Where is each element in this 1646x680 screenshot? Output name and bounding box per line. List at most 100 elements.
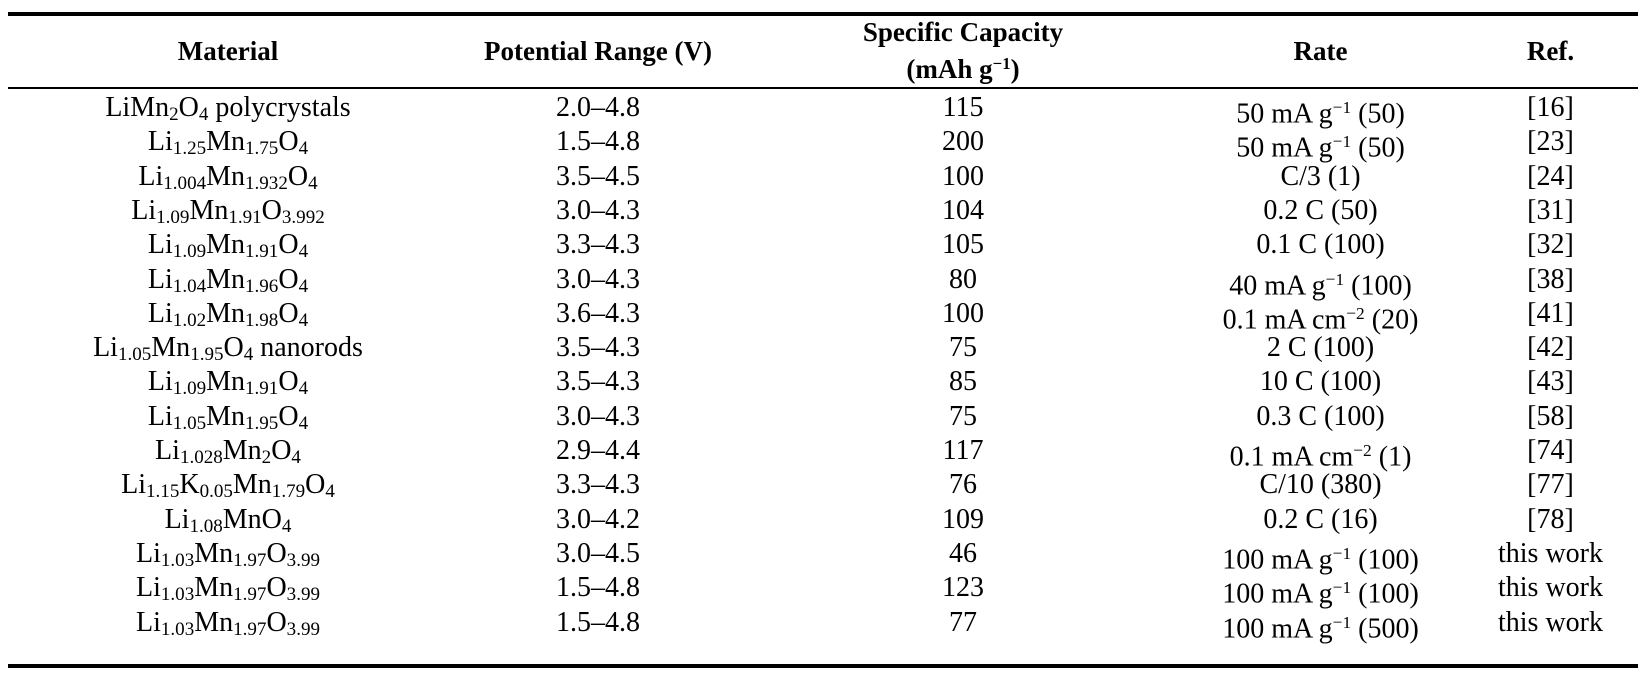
potential-range-cell: 2.9–4.4 <box>556 435 640 466</box>
material-cell: Li1.02Mn1.98O4 <box>147 297 309 331</box>
ref-cell: [58] <box>1527 400 1574 432</box>
potential-range-cell: 1.5–4.8 <box>556 572 640 604</box>
table-row: Li1.15K0.05Mn1.79O4 3.3–4.3 76 C/10 (380) [7… <box>8 467 1638 503</box>
specific-capacity-cell: 46 <box>949 537 977 569</box>
table-row: Li1.25Mn1.75O4 1.5–4.8 200 50 mA g−1 (50) [2… <box>8 124 1638 164</box>
material-cell: Li1.004Mn1.932O4 <box>138 160 318 194</box>
table-row: Li1.09Mn1.91O3.992 3.0–4.3 104 0.2 C (50) [3… <box>8 193 1638 229</box>
rate-cell: 0.2 C (50) <box>1263 194 1378 226</box>
table-row: Li1.03Mn1.97O3.99 1.5–4.8 77 100 mA g−1 (50… <box>8 605 1638 645</box>
potential-range-cell: 3.5–4.3 <box>556 366 640 398</box>
material-cell: Li1.028Mn2O4 <box>155 435 301 469</box>
potential-range-cell: 2.0–4.8 <box>556 92 640 123</box>
material-cell: Li1.03Mn1.97O3.99 <box>136 572 320 606</box>
rate-cell: 0.1 mA cm−2 (1) <box>1229 441 1412 473</box>
specific-capacity-cell: 115 <box>942 92 984 123</box>
ref-cell: [24] <box>1527 160 1574 192</box>
specific-capacity-cell: 85 <box>949 366 977 398</box>
table-row: Li1.03Mn1.97O3.99 1.5–4.8 123 100 mA g−1 (1… <box>8 570 1638 610</box>
material-cell: Li1.03Mn1.97O3.99 <box>136 606 320 640</box>
rate-cell: 100 mA g−1 (100) <box>1222 543 1419 576</box>
rate-cell: 0.3 C (100) <box>1256 400 1385 432</box>
header-material: Material <box>177 36 279 66</box>
table-header-rule <box>8 87 1638 89</box>
ref-cell: [23] <box>1527 126 1574 158</box>
rate-cell: 2 C (100) <box>1266 332 1375 364</box>
table-header-row: Material Potential Range (V) Specific Ca… <box>8 16 1638 87</box>
material-cell: LiMn2O4 polycrystals <box>105 92 351 126</box>
potential-range-cell: 1.5–4.8 <box>556 126 640 158</box>
specific-capacity-cell: 105 <box>942 229 984 261</box>
ref-cell: this work <box>1498 537 1603 569</box>
specific-capacity-cell: 76 <box>949 469 977 501</box>
potential-range-cell: 3.0–4.3 <box>556 400 640 432</box>
specific-capacity-cell: 123 <box>942 572 984 604</box>
ref-cell: [16] <box>1527 92 1574 123</box>
table-top-rule <box>8 12 1638 16</box>
specific-capacity-cell: 104 <box>942 194 984 226</box>
table-row: LiMn2O4 polycrystals 2.0–4.8 115 50 mA g−1 … <box>8 90 1638 130</box>
ref-cell: [74] <box>1527 435 1574 466</box>
ref-cell: [32] <box>1527 229 1574 261</box>
material-cell: Li1.05Mn1.95O4 nanorods <box>93 332 363 366</box>
specific-capacity-cell: 109 <box>942 503 984 535</box>
ref-cell: this work <box>1498 606 1603 638</box>
potential-range-cell: 3.3–4.3 <box>556 469 640 501</box>
potential-range-cell: 3.5–4.5 <box>556 160 640 192</box>
potential-range-cell: 3.6–4.3 <box>556 297 640 329</box>
header-capacity-line2: (mAh g−1) <box>906 54 1020 85</box>
rate-cell: 0.1 C (100) <box>1256 229 1385 261</box>
specific-capacity-cell: 100 <box>942 160 984 192</box>
table-row: Li1.09Mn1.91O4 3.5–4.3 85 10 C (100) [43] <box>8 364 1638 400</box>
rate-cell: 50 mA g−1 (50) <box>1236 98 1405 130</box>
header-potential-range: Potential Range (V) <box>484 36 712 66</box>
table-row: Li1.03Mn1.97O3.99 3.0–4.5 46 100 mA g−1 (10… <box>8 536 1638 576</box>
table-row: Li1.004Mn1.932O4 3.5–4.5 100 C/3 (1) [24] <box>8 159 1638 195</box>
rate-cell: C/3 (1) <box>1280 160 1361 192</box>
potential-range-cell: 3.5–4.3 <box>556 332 640 364</box>
specific-capacity-cell: 80 <box>949 263 977 295</box>
ref-cell: [38] <box>1527 263 1574 295</box>
potential-range-cell: 3.0–4.3 <box>556 263 640 295</box>
table-row: Li1.02Mn1.98O4 3.6–4.3 100 0.1 mA cm−2 (20)… <box>8 296 1638 336</box>
rate-cell: 0.1 mA cm−2 (20) <box>1222 303 1419 336</box>
material-cell: Li1.25Mn1.75O4 <box>147 126 309 160</box>
rate-cell: 100 mA g−1 (500) <box>1222 612 1419 645</box>
ref-cell: [42] <box>1527 332 1574 364</box>
rate-cell: 40 mA g−1 (100) <box>1229 269 1412 302</box>
header-rate: Rate <box>1293 36 1348 66</box>
header-capacity-line1: Specific Capacity <box>862 17 1064 48</box>
table-row: Li1.05Mn1.95O4 3.0–4.3 75 0.3 C (100) [58] <box>8 399 1638 435</box>
material-cell: Li1.05Mn1.95O4 <box>147 400 309 434</box>
table-row: Li1.08MnO4 3.0–4.2 109 0.2 C (16) [78] <box>8 502 1638 538</box>
table-row: Li1.028Mn2O4 2.9–4.4 117 0.1 mA cm−2 (1) [74… <box>8 433 1638 473</box>
specific-capacity-cell: 75 <box>949 400 977 432</box>
material-cell: Li1.03Mn1.97O3.99 <box>136 537 320 572</box>
rate-cell: 100 mA g−1 (100) <box>1222 578 1419 610</box>
specific-capacity-cell: 100 <box>942 297 984 329</box>
material-cell: Li1.09Mn1.91O3.992 <box>131 194 325 229</box>
ref-cell: [31] <box>1527 194 1574 226</box>
table-row: Li1.09Mn1.91O4 3.3–4.3 105 0.1 C (100) [32] <box>8 227 1638 263</box>
table-bottom-rule <box>8 664 1638 668</box>
potential-range-cell: 3.0–4.3 <box>556 194 640 226</box>
ref-cell: [41] <box>1527 297 1574 329</box>
potential-range-cell: 3.0–4.2 <box>556 503 640 535</box>
header-specific-capacity: Specific Capacity (mAh g−1) <box>748 16 1178 87</box>
rate-cell: 0.2 C (16) <box>1263 503 1378 535</box>
rate-cell: 50 mA g−1 (50) <box>1236 132 1405 164</box>
specific-capacity-cell: 117 <box>942 435 984 466</box>
material-cell: Li1.08MnO4 <box>164 503 292 537</box>
material-cell: Li1.09Mn1.91O4 <box>147 229 309 263</box>
material-cell: Li1.09Mn1.91O4 <box>147 366 309 400</box>
ref-cell: [77] <box>1527 469 1574 501</box>
specific-capacity-cell: 200 <box>942 126 984 158</box>
material-cell: Li1.15K0.05Mn1.79O4 <box>121 469 335 503</box>
ref-cell: [78] <box>1527 503 1574 535</box>
potential-range-cell: 3.0–4.5 <box>556 537 640 569</box>
rate-cell: 10 C (100) <box>1259 366 1382 398</box>
potential-range-cell: 3.3–4.3 <box>556 229 640 261</box>
specific-capacity-cell: 77 <box>949 606 977 638</box>
potential-range-cell: 1.5–4.8 <box>556 606 640 638</box>
material-cell: Li1.04Mn1.96O4 <box>147 263 309 297</box>
